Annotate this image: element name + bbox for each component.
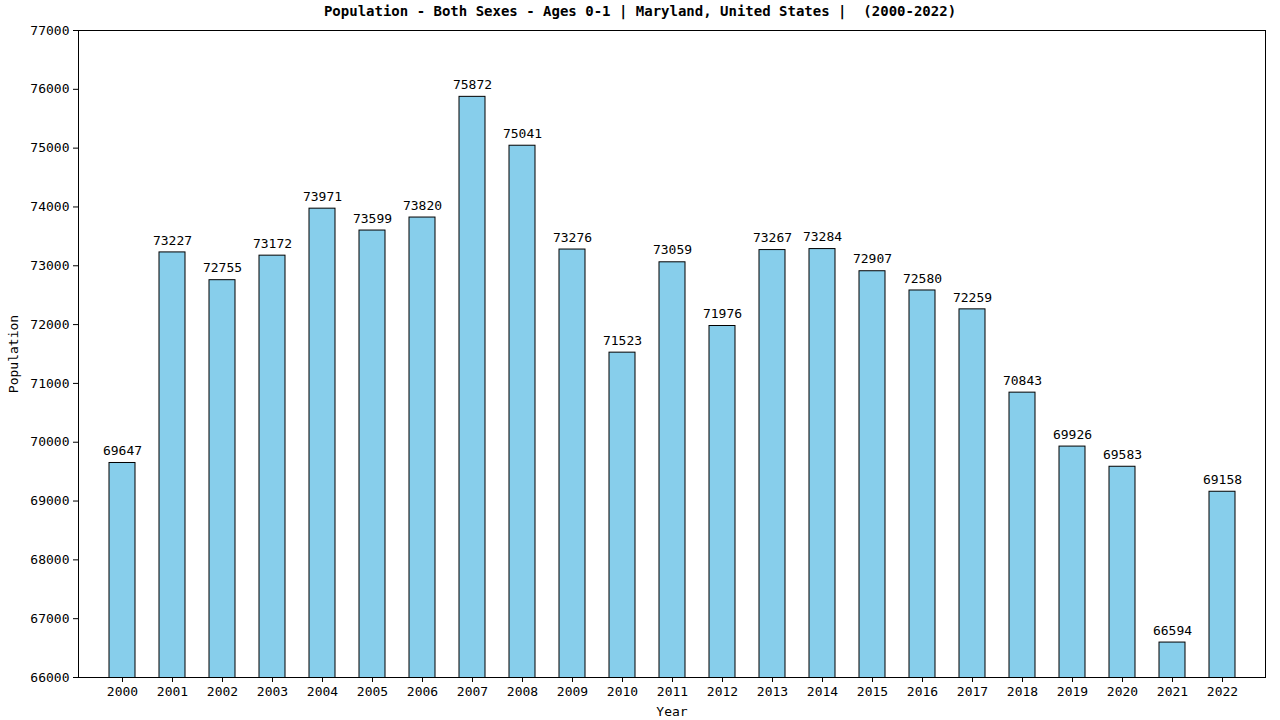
- svg-text:2000: 2000: [107, 684, 138, 699]
- svg-text:2007: 2007: [457, 684, 488, 699]
- svg-text:71000: 71000: [30, 376, 69, 391]
- svg-text:67000: 67000: [30, 611, 69, 626]
- svg-text:75041: 75041: [503, 126, 542, 141]
- svg-text:75000: 75000: [30, 140, 69, 155]
- svg-text:2002: 2002: [207, 684, 238, 699]
- svg-text:69000: 69000: [30, 493, 69, 508]
- svg-text:2015: 2015: [857, 684, 888, 699]
- svg-text:2011: 2011: [657, 684, 688, 699]
- svg-text:2018: 2018: [1007, 684, 1038, 699]
- svg-text:71523: 71523: [603, 333, 642, 348]
- svg-text:75872: 75872: [453, 77, 492, 92]
- svg-text:2003: 2003: [257, 684, 288, 699]
- svg-text:73267: 73267: [753, 230, 792, 245]
- svg-text:2014: 2014: [807, 684, 838, 699]
- svg-text:70843: 70843: [1003, 373, 1042, 388]
- svg-text:76000: 76000: [30, 81, 69, 96]
- svg-text:73276: 73276: [553, 230, 592, 245]
- svg-text:77000: 77000: [30, 23, 69, 38]
- svg-text:73971: 73971: [303, 189, 342, 204]
- svg-text:73284: 73284: [803, 229, 842, 244]
- svg-text:2006: 2006: [407, 684, 438, 699]
- svg-text:73227: 73227: [153, 233, 192, 248]
- svg-text:2010: 2010: [607, 684, 638, 699]
- svg-text:2004: 2004: [307, 684, 338, 699]
- svg-text:69158: 69158: [1203, 472, 1242, 487]
- svg-text:72580: 72580: [903, 271, 942, 286]
- svg-text:69926: 69926: [1053, 427, 1092, 442]
- svg-text:Year: Year: [656, 704, 687, 719]
- svg-text:2022: 2022: [1207, 684, 1238, 699]
- svg-text:2009: 2009: [557, 684, 588, 699]
- svg-text:72259: 72259: [953, 290, 992, 305]
- svg-text:68000: 68000: [30, 552, 69, 567]
- svg-text:2016: 2016: [907, 684, 938, 699]
- svg-text:2012: 2012: [707, 684, 738, 699]
- svg-text:2019: 2019: [1057, 684, 1088, 699]
- svg-text:73059: 73059: [653, 242, 692, 257]
- svg-text:71976: 71976: [703, 306, 742, 321]
- svg-text:69583: 69583: [1103, 447, 1142, 462]
- svg-text:73820: 73820: [403, 198, 442, 213]
- svg-text:72000: 72000: [30, 317, 69, 332]
- svg-text:72907: 72907: [853, 251, 892, 266]
- svg-text:2008: 2008: [507, 684, 538, 699]
- svg-text:73000: 73000: [30, 258, 69, 273]
- svg-text:2005: 2005: [357, 684, 388, 699]
- svg-text:2020: 2020: [1107, 684, 1138, 699]
- svg-text:73599: 73599: [353, 211, 392, 226]
- svg-text:2017: 2017: [957, 684, 988, 699]
- svg-text:2001: 2001: [157, 684, 188, 699]
- svg-text:72755: 72755: [203, 260, 242, 275]
- svg-text:70000: 70000: [30, 434, 69, 449]
- svg-text:2013: 2013: [757, 684, 788, 699]
- svg-text:74000: 74000: [30, 199, 69, 214]
- svg-text:73172: 73172: [253, 236, 292, 251]
- svg-text:Population: Population: [6, 315, 21, 393]
- svg-text:2021: 2021: [1157, 684, 1188, 699]
- svg-text:69647: 69647: [103, 443, 142, 458]
- html-text:Population - Both Sexes - Ages: Population - Both Sexes - Ages 0-1 | Mar…: [323, 3, 957, 19]
- svg-text:66000: 66000: [30, 670, 69, 685]
- svg-text:66594: 66594: [1153, 623, 1192, 638]
